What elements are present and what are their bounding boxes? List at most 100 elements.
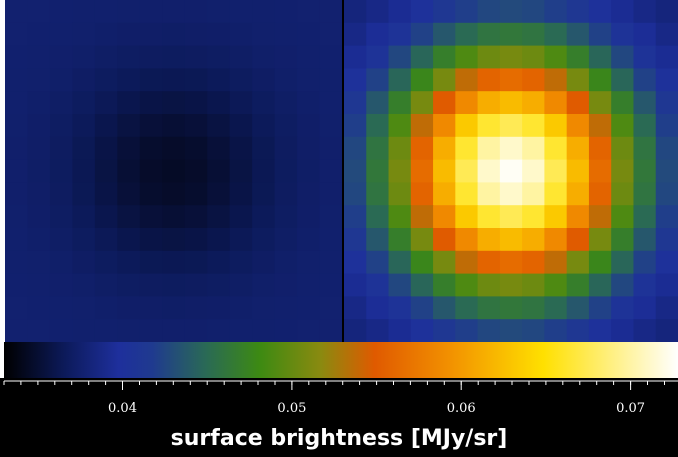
heatmap-cell: [588, 296, 612, 320]
heatmap-cell: [544, 45, 568, 69]
heatmap-cell: [184, 182, 208, 206]
heatmap-cell: [410, 136, 434, 161]
heatmap-cell: [522, 68, 545, 92]
heatmap-cell: [27, 319, 51, 343]
heatmap-cell: [522, 228, 545, 252]
heatmap-cell: [544, 205, 568, 229]
heatmap-cell: [410, 228, 434, 252]
heatmap-cell: [566, 159, 590, 183]
heatmap-cell: [522, 114, 545, 138]
heatmap-cell: [655, 68, 678, 92]
heatmap-cell: [5, 45, 29, 69]
heatmap-cell: [162, 205, 186, 229]
heatmap-cell: [27, 91, 51, 115]
heatmap-cell: [388, 273, 412, 297]
heatmap-cell: [366, 136, 390, 161]
heatmap-cell: [94, 296, 118, 320]
heatmap-cell: [139, 296, 163, 320]
heatmap-cell: [433, 0, 456, 24]
heatmap-cell: [252, 22, 276, 47]
heatmap-cell: [319, 159, 343, 183]
heatmap-cell: [207, 22, 231, 47]
heatmap-cell: [588, 319, 612, 343]
heatmap-cell: [207, 228, 231, 252]
heatmap-cell: [366, 22, 390, 47]
heatmap-cell: [388, 159, 412, 183]
heatmap-cell: [410, 250, 434, 275]
heatmap-cell: [49, 250, 73, 275]
heatmap-cell: [252, 159, 276, 183]
heatmap-cell: [477, 114, 501, 138]
heatmap-cell: [477, 273, 501, 297]
heatmap-cell: [344, 273, 367, 297]
heatmap-cell: [344, 250, 367, 275]
heatmap-cell: [49, 319, 73, 343]
heatmap-cell: [433, 250, 456, 275]
heatmap-cell: [319, 273, 343, 297]
heatmap-cell: [477, 296, 501, 320]
heatmap-cell: [162, 22, 186, 47]
heatmap-cell: [274, 250, 298, 275]
heatmap-cell: [274, 228, 298, 252]
heatmap-cell: [184, 159, 208, 183]
heatmap-cell: [433, 228, 456, 252]
heatmap-cell: [162, 296, 186, 320]
heatmap-cell: [72, 22, 96, 47]
heatmap-cell: [477, 22, 501, 47]
heatmap-cell: [184, 136, 208, 161]
heatmap-cell: [72, 0, 96, 24]
colorbar-tick-label: 0.05: [277, 401, 306, 416]
heatmap-cell: [162, 250, 186, 275]
heatmap-cell: [410, 273, 434, 297]
heatmap-cell: [388, 250, 412, 275]
heatmap-cell: [274, 296, 298, 320]
heatmap-cell: [207, 45, 231, 69]
heatmap-cell: [655, 0, 678, 24]
heatmap-cell: [229, 114, 253, 138]
heatmap-cell: [162, 91, 186, 115]
heatmap-cell: [566, 45, 590, 69]
heatmap-cell: [499, 68, 523, 92]
heatmap-cell: [455, 22, 479, 47]
heatmap-cell: [344, 0, 367, 24]
heatmap-cell: [252, 319, 276, 343]
heatmap-cell: [319, 205, 343, 229]
heatmap-cell: [433, 136, 456, 161]
heatmap-cell: [499, 0, 523, 24]
heatmap-cell: [655, 182, 678, 206]
heatmap-cell: [252, 114, 276, 138]
heatmap-cell: [455, 0, 479, 24]
heatmap-cell: [319, 182, 343, 206]
heatmap-cell: [94, 91, 118, 115]
heatmap-cell: [274, 0, 298, 24]
heatmap-cell: [388, 45, 412, 69]
heatmap-cell: [229, 250, 253, 275]
heatmap-cell: [544, 114, 568, 138]
heatmap-cell: [297, 136, 321, 161]
heatmap-cell: [5, 136, 29, 161]
heatmap-cell: [139, 45, 163, 69]
heatmap-cell: [72, 136, 96, 161]
heatmap-cell: [162, 0, 186, 24]
heatmap-cell: [162, 45, 186, 69]
heatmap-cell: [522, 45, 545, 69]
heatmap-cell: [655, 250, 678, 275]
heatmap-cell: [27, 0, 51, 24]
heatmap-cell: [252, 136, 276, 161]
heatmap-cell: [611, 182, 635, 206]
heatmap-cell: [27, 159, 51, 183]
heatmap-cell: [433, 319, 456, 343]
heatmap-cell: [207, 159, 231, 183]
heatmap-cell: [410, 159, 434, 183]
heatmap-cell: [207, 0, 231, 24]
heatmap-cell: [139, 22, 163, 47]
heatmap-cell: [229, 91, 253, 115]
heatmap-cell: [588, 136, 612, 161]
heatmap-cell: [162, 136, 186, 161]
heatmap-cell: [344, 45, 367, 69]
heatmap-cell: [139, 205, 163, 229]
heatmap-cell: [522, 205, 545, 229]
heatmap-cell: [611, 68, 635, 92]
heatmap-cell: [455, 182, 479, 206]
heatmap-cell: [139, 114, 163, 138]
